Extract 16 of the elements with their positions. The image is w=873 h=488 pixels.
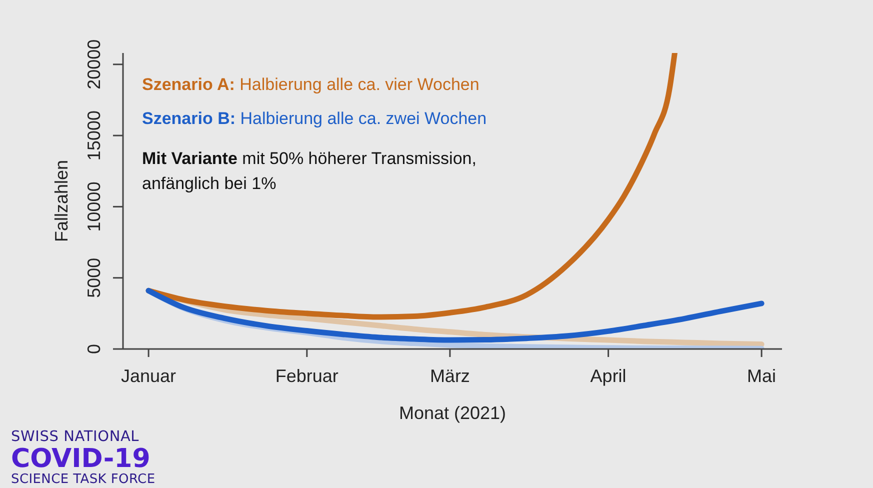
- x-tick-label: Januar: [121, 366, 176, 386]
- text: Szenario B: Halbierung alle ca. zwei Wochen: [142, 109, 487, 128]
- y-tick-label: 15000: [84, 110, 104, 161]
- y-tick-label: 0: [84, 344, 104, 354]
- text: SWISS NATIONAL COVID-19 SCIENCE TASK FORCE: [11, 429, 156, 487]
- x-tick-label: Februar: [275, 366, 338, 386]
- y-tick-label: 20000: [84, 39, 104, 90]
- x-tick-label: Mai: [747, 366, 776, 386]
- x-axis-title: Monat (2021): [398, 403, 506, 423]
- annotation: Mit Variante mit 50% höherer Transmission, anfänglich bei 1%: [142, 149, 476, 193]
- x-tick-label: April: [590, 366, 626, 386]
- y-axis-title: Fallzahlen: [52, 160, 72, 242]
- x-tick-label: März: [430, 366, 470, 386]
- y-tick-label: 10000: [84, 182, 104, 232]
- y-tick-label: 5000: [84, 258, 104, 298]
- text: Szenario A: Halbierung alle ca. vier Wochen: [142, 75, 480, 94]
